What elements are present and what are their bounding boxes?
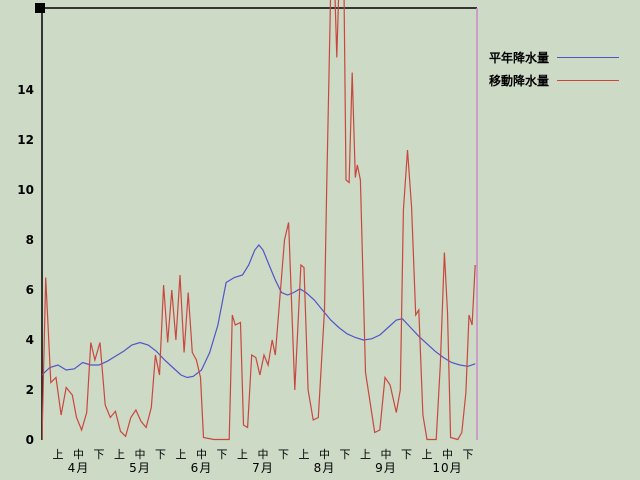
x-tick-label: 中	[134, 448, 146, 461]
x-tick-label: 上	[114, 448, 125, 461]
x-month-label: 7月	[252, 461, 274, 475]
x-tick-label: 下	[339, 448, 351, 461]
x-tick-label: 上	[237, 448, 248, 461]
x-tick-label: 下	[93, 448, 105, 461]
y-tick-label: 2	[25, 383, 34, 397]
x-tick-label: 下	[216, 448, 228, 461]
legend-label-moving: 移動降水量	[489, 74, 550, 88]
legend-line-normal-icon	[557, 57, 620, 58]
x-month-label: 9月	[375, 461, 397, 475]
x-tick-label: 上	[52, 448, 64, 461]
x-tick-label: 下	[401, 448, 412, 461]
legend-label-normal: 平年降水量	[489, 51, 550, 65]
x-tick-label: 中	[196, 448, 207, 461]
x-tick-label: 上	[298, 448, 310, 461]
y-tick-label: 0	[25, 433, 34, 447]
x-tick-label: 中	[73, 448, 84, 461]
y-tick-label: 6	[25, 283, 34, 297]
x-month-label: 4月	[67, 461, 90, 475]
y-tick-label: 12	[17, 133, 34, 147]
legend-item-moving: 移動降水量	[489, 69, 620, 92]
x-tick-label: 下	[155, 448, 166, 461]
x-tick-label: 中	[442, 448, 453, 461]
y-tick-label: 14	[17, 83, 34, 97]
legend: 平年降水量 移動降水量	[489, 46, 620, 92]
y-tick-label: 4	[25, 333, 34, 347]
legend-item-normal: 平年降水量	[489, 46, 620, 69]
y-tick-label: 10	[17, 183, 34, 197]
series-line-normal	[42, 244, 476, 379]
x-month-label: 8月	[313, 461, 336, 475]
x-month-label: 5月	[129, 461, 151, 475]
x-tick-label: 下	[462, 448, 474, 461]
x-tick-label: 中	[380, 448, 392, 461]
x-month-label: 6月	[190, 461, 213, 475]
series-line-moving	[42, 0, 476, 441]
axis-corner-marker	[35, 3, 45, 13]
x-tick-label: 下	[278, 448, 289, 461]
x-tick-label: 上	[175, 448, 187, 461]
y-tick-label: 8	[25, 233, 34, 247]
x-tick-label: 上	[360, 448, 371, 461]
x-tick-label: 中	[319, 448, 330, 461]
x-tick-label: 上	[421, 448, 433, 461]
legend-line-moving-icon	[557, 80, 620, 81]
x-month-label: 10月	[432, 461, 463, 475]
x-tick-label: 中	[257, 448, 269, 461]
